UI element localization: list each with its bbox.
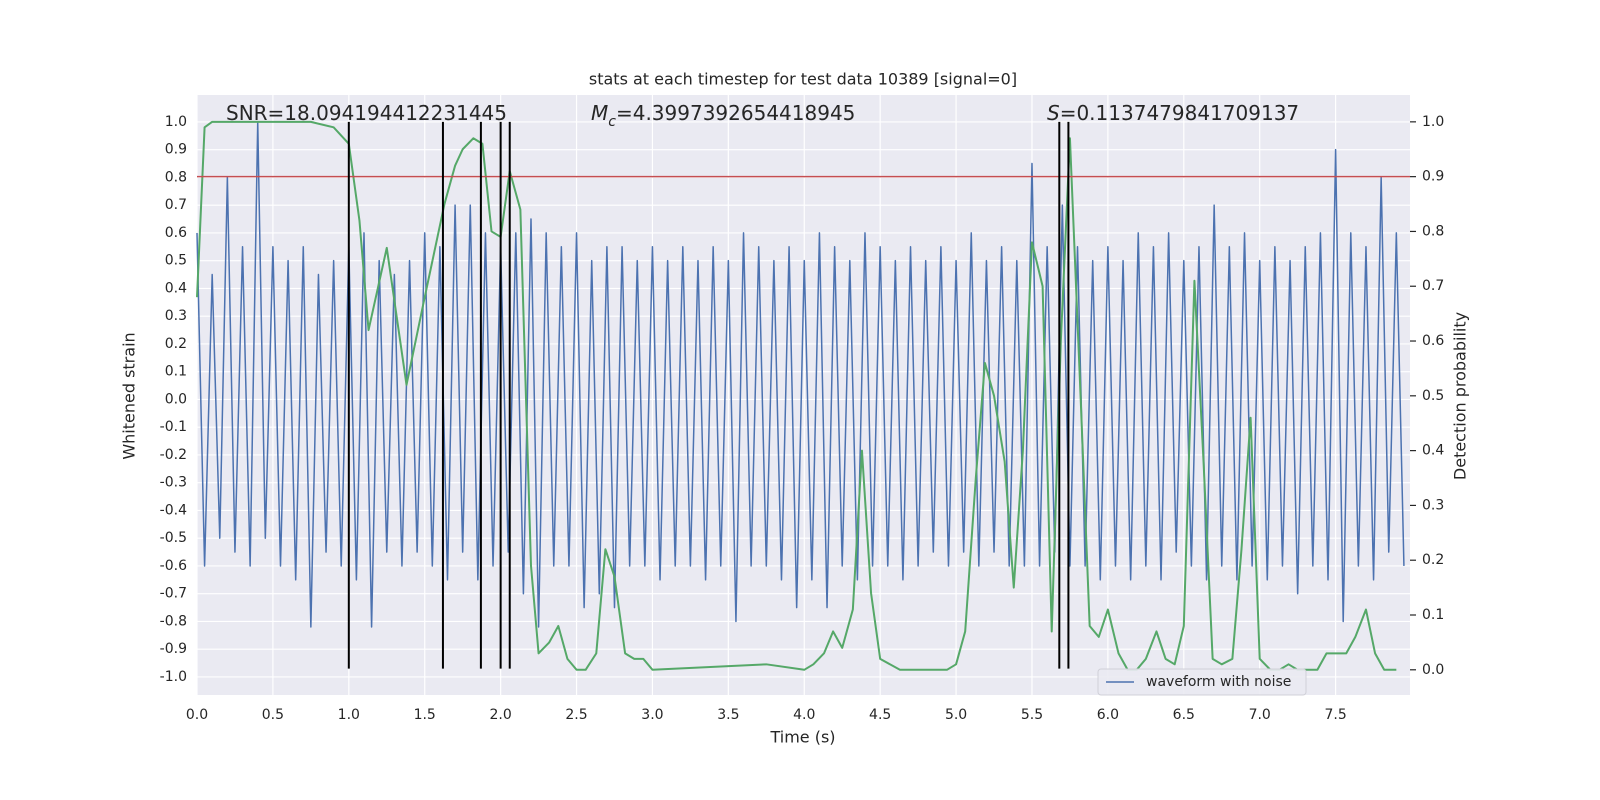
waveform-line: [196, 121, 1405, 628]
y-tick-label: -0.4: [160, 502, 187, 518]
legend-box: [1097, 668, 1307, 696]
y-tick-label: -0.3: [160, 475, 187, 491]
y-tick-label: 0.0: [165, 391, 187, 407]
probability-line: [196, 120, 1397, 671]
x-tick-label: 6.5: [1173, 707, 1195, 723]
x-axis-label: Time (s): [769, 728, 835, 747]
annotation-text: =4.3997392654418945: [616, 101, 855, 125]
y-tick-label: -0.9: [160, 641, 187, 657]
x-tick-label: 7.0: [1249, 707, 1271, 723]
x-tick-label: 6.0: [1097, 707, 1119, 723]
y-tick-label: 0.5: [165, 253, 187, 269]
y-tick-label: -0.1: [160, 419, 187, 435]
y2-tick-label: 0.9: [1422, 169, 1444, 185]
x-tick-label: 5.5: [1021, 707, 1043, 723]
y-tick-label: -0.7: [160, 586, 187, 602]
x-tick-label: 2.5: [565, 707, 587, 723]
y-tick-label: 1.0: [165, 114, 187, 130]
y-tick-label: -0.5: [160, 530, 187, 546]
y2-tick-label: 0.6: [1422, 333, 1444, 349]
x-tick-label: 4.0: [793, 707, 815, 723]
x-tick-label: 0.0: [186, 707, 208, 723]
x-tick-label: 0.5: [262, 707, 284, 723]
annotation: SNR=18.094194412231445: [226, 101, 507, 125]
y2-tick-label: 0.3: [1422, 497, 1444, 513]
annotation: Mc=4.3997392654418945: [591, 101, 855, 131]
x-tick-label: 4.5: [869, 707, 891, 723]
y-tick-label: -1.0: [160, 669, 187, 685]
annotation: S=0.1137479841709137: [1047, 101, 1299, 125]
y-tick-label: 0.8: [165, 169, 187, 185]
y-tick-label: 0.7: [165, 197, 187, 213]
y2-tick-label: 0.7: [1422, 278, 1444, 294]
y-tick-label: 0.2: [165, 336, 187, 352]
y2-tick-label: 0.8: [1422, 223, 1444, 239]
x-tick-label: 3.5: [717, 707, 739, 723]
y-tick-label: -0.6: [160, 558, 187, 574]
x-tick-label: 2.0: [489, 707, 511, 723]
annotation-subscript: c: [608, 114, 616, 130]
y-tick-label: 0.6: [165, 225, 187, 241]
y2-tick-label: 0.2: [1422, 552, 1444, 568]
y2-tick-label: 0.5: [1422, 388, 1444, 404]
y-tick-label: 0.4: [165, 280, 187, 296]
y2-tick-label: 1.0: [1422, 114, 1444, 130]
annotation-symbol: M: [591, 101, 608, 125]
y-tick-label: -0.8: [160, 613, 187, 629]
x-tick-label: 5.0: [945, 707, 967, 723]
plot-bg: [197, 95, 1410, 695]
annotation-text: SNR=18.094194412231445: [226, 101, 507, 125]
x-tick-label: 1.5: [414, 707, 436, 723]
y-tick-label: 0.3: [165, 308, 187, 324]
x-tick-label: 1.0: [338, 707, 360, 723]
x-tick-label: 7.5: [1324, 707, 1346, 723]
annotation-symbol: S: [1047, 101, 1060, 125]
y-tick-label: 0.9: [165, 142, 187, 158]
y-tick-label: -0.2: [160, 447, 187, 463]
chart-title: stats at each timestep for test data 103…: [589, 70, 1017, 89]
y-axis-label: Whitened strain: [120, 332, 139, 459]
y2-axis-label: Detection probability: [1451, 312, 1470, 480]
y-tick-label: 0.1: [165, 364, 187, 380]
legend-label: waveform with noise: [1146, 674, 1291, 690]
y2-tick-label: 0.1: [1422, 607, 1444, 623]
y2-tick-label: 0.4: [1422, 443, 1444, 459]
annotation-text: =0.1137479841709137: [1060, 101, 1299, 125]
x-tick-label: 3.0: [641, 707, 663, 723]
y2-tick-label: 0.0: [1422, 662, 1444, 678]
